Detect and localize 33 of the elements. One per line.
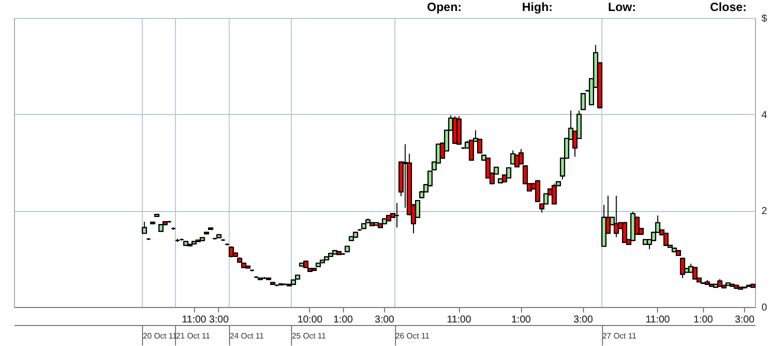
x-tick-label: 1:00 xyxy=(333,314,354,326)
text: High: xyxy=(522,0,553,14)
candlestick xyxy=(552,183,557,205)
x-tick-label: 3:00 xyxy=(573,314,594,326)
x-tick-label: 3:00 xyxy=(209,314,230,326)
candlestick xyxy=(680,257,686,279)
candlestick xyxy=(142,221,147,234)
y-tick-label: 2 xyxy=(762,206,768,218)
candlestick xyxy=(614,195,619,238)
text: Low: xyxy=(608,0,636,14)
x-tick-label: 11:00 xyxy=(182,314,207,326)
y-tick-label: $ xyxy=(762,14,768,24)
candlestick xyxy=(580,93,586,110)
text: 21 Oct 11 xyxy=(176,332,211,340)
candlestick xyxy=(510,150,516,165)
x-tick-label: 3:00 xyxy=(734,314,755,326)
text: 25 Oct 11 xyxy=(292,332,326,340)
candlestick xyxy=(663,232,669,246)
y-tick-label: 0 xyxy=(762,302,768,314)
text: 24 Oct 11 xyxy=(230,332,264,340)
x-tick-label: 11:00 xyxy=(446,314,472,326)
x-tick-label: 1:00 xyxy=(511,314,532,326)
x-tick-label: 11:00 xyxy=(646,314,670,326)
x-tick-label: 10:00 xyxy=(297,314,323,326)
candlestick xyxy=(468,139,474,162)
candlestick xyxy=(506,166,512,179)
candlestick xyxy=(692,266,698,280)
candlestick xyxy=(622,221,628,244)
y-tick-label: 4 xyxy=(762,110,768,121)
text: Open: xyxy=(427,0,462,14)
x-tick-label: 3:00 xyxy=(374,314,395,326)
x-tick-label: 1:00 xyxy=(694,314,714,326)
text: Close: xyxy=(710,0,747,14)
